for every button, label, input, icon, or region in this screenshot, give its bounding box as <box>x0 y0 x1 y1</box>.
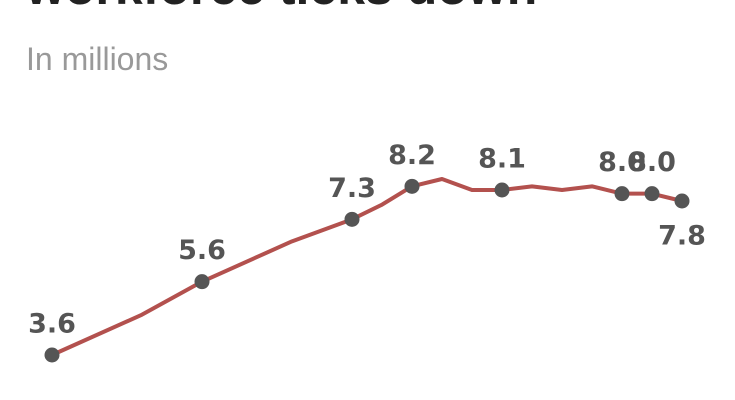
value-label: 7.8 <box>658 221 706 252</box>
chart-title: workforce ticks down <box>25 0 537 15</box>
value-label: 8.0 <box>598 147 646 178</box>
point <box>404 178 420 194</box>
point <box>674 193 690 209</box>
chart-subtitle: In millions <box>26 41 168 77</box>
value-label: 8.0 <box>628 147 676 178</box>
line <box>51 177 683 357</box>
point <box>644 186 660 202</box>
value-label: 5.6 <box>178 235 226 266</box>
value-label: 8.2 <box>388 140 436 171</box>
value-label: 8.1 <box>478 144 526 175</box>
point <box>44 347 60 363</box>
point <box>614 186 630 202</box>
value-label: 7.3 <box>328 173 376 204</box>
point <box>344 211 360 227</box>
point <box>194 274 210 290</box>
value-label: 3.6 <box>28 309 76 340</box>
point <box>494 182 510 198</box>
